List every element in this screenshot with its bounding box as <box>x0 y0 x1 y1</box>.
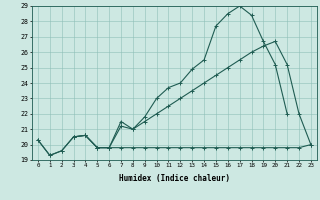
X-axis label: Humidex (Indice chaleur): Humidex (Indice chaleur) <box>119 174 230 183</box>
